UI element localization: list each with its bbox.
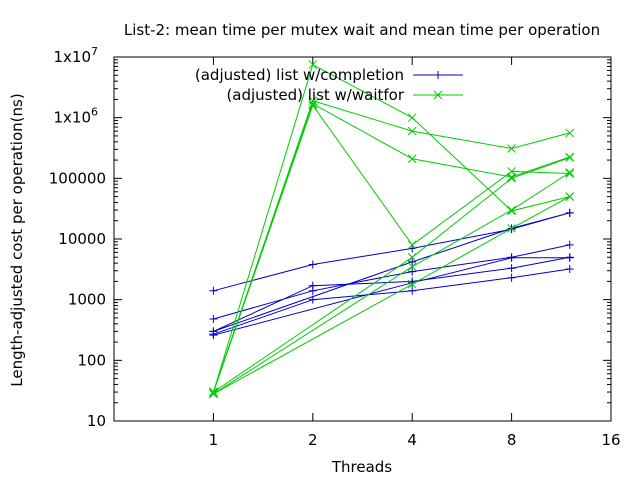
data-point <box>565 208 574 217</box>
data-point <box>408 267 417 276</box>
data-point <box>308 281 317 290</box>
y-axis-label: Length-adjusted cost per operation(ns) <box>8 93 26 386</box>
series-line <box>213 257 570 336</box>
data-point <box>565 253 574 262</box>
data-point <box>565 128 575 138</box>
data-point <box>408 244 417 253</box>
series-line <box>213 157 570 393</box>
data-point <box>308 96 318 106</box>
data-point <box>209 286 218 295</box>
data-point <box>408 286 417 295</box>
series-line <box>213 172 570 395</box>
data-point <box>308 260 317 269</box>
x-tick-label: 1 <box>209 431 219 449</box>
y-tick-label-base: 1x10 <box>53 109 91 127</box>
series-line <box>213 256 570 332</box>
series-line <box>213 268 570 335</box>
y-tick-label-exponent: 7 <box>91 45 98 58</box>
plot-area <box>209 60 575 399</box>
data-point <box>407 154 417 164</box>
data-point <box>507 273 516 282</box>
data-point <box>408 257 417 266</box>
data-point <box>407 252 417 262</box>
series-line <box>213 212 570 332</box>
data-point <box>507 264 516 273</box>
x-tick-label: 2 <box>308 431 318 449</box>
x-tick-label: 16 <box>601 431 620 449</box>
series-waitfor <box>209 60 575 399</box>
data-point <box>407 279 417 289</box>
y-tick-label: 100 <box>77 351 106 369</box>
y-tick-label: 10 <box>87 412 106 430</box>
data-point <box>565 240 574 249</box>
series-line <box>212 100 570 393</box>
data-point <box>565 265 574 274</box>
series-completion <box>209 208 574 340</box>
data-point <box>308 100 318 110</box>
chart-title: List-2: mean time per mutex wait and mea… <box>124 21 600 39</box>
data-point <box>209 327 218 336</box>
data-point <box>507 144 516 153</box>
y-tick-label-base: 1x10 <box>53 48 91 66</box>
data-point <box>308 60 318 69</box>
legend-label: (adjusted) list w/waitfor <box>226 86 404 104</box>
legend: (adjusted) list w/completion (adjusted) l… <box>195 66 463 104</box>
data-point <box>565 169 575 178</box>
y-tick-label: 1000 <box>68 291 106 309</box>
series-line <box>213 196 570 395</box>
series-line <box>212 104 570 393</box>
plot-frame <box>113 56 612 422</box>
data-point <box>565 168 575 177</box>
y-tick-label: 100000 <box>49 169 106 187</box>
data-point <box>434 71 442 79</box>
data-point <box>209 387 218 397</box>
data-point <box>407 262 417 272</box>
y-tick-label: 10000 <box>58 230 106 248</box>
y-tick-label: 1x107 <box>53 45 98 66</box>
data-point <box>565 192 575 201</box>
data-point <box>209 315 218 324</box>
data-point <box>209 389 218 399</box>
data-point <box>407 240 417 250</box>
data-point <box>507 253 516 262</box>
data-point <box>507 223 516 233</box>
data-point <box>507 205 516 215</box>
x-axis: 1 2 4 8 16 <box>209 57 621 449</box>
data-point <box>308 99 318 109</box>
data-point <box>407 126 417 136</box>
data-point <box>507 173 516 183</box>
data-point <box>407 113 417 123</box>
data-point <box>565 153 575 162</box>
x-axis-label: Threads <box>331 458 392 476</box>
y-tick-label: 1x106 <box>53 106 98 127</box>
x-tick-label: 8 <box>507 431 517 449</box>
legend-label: (adjusted) list w/completion <box>195 66 404 84</box>
y-tick-label-exponent: 6 <box>91 106 98 119</box>
x-tick-label: 4 <box>407 431 417 449</box>
data-point <box>507 167 516 176</box>
data-point <box>433 90 443 100</box>
series-line <box>213 212 570 292</box>
